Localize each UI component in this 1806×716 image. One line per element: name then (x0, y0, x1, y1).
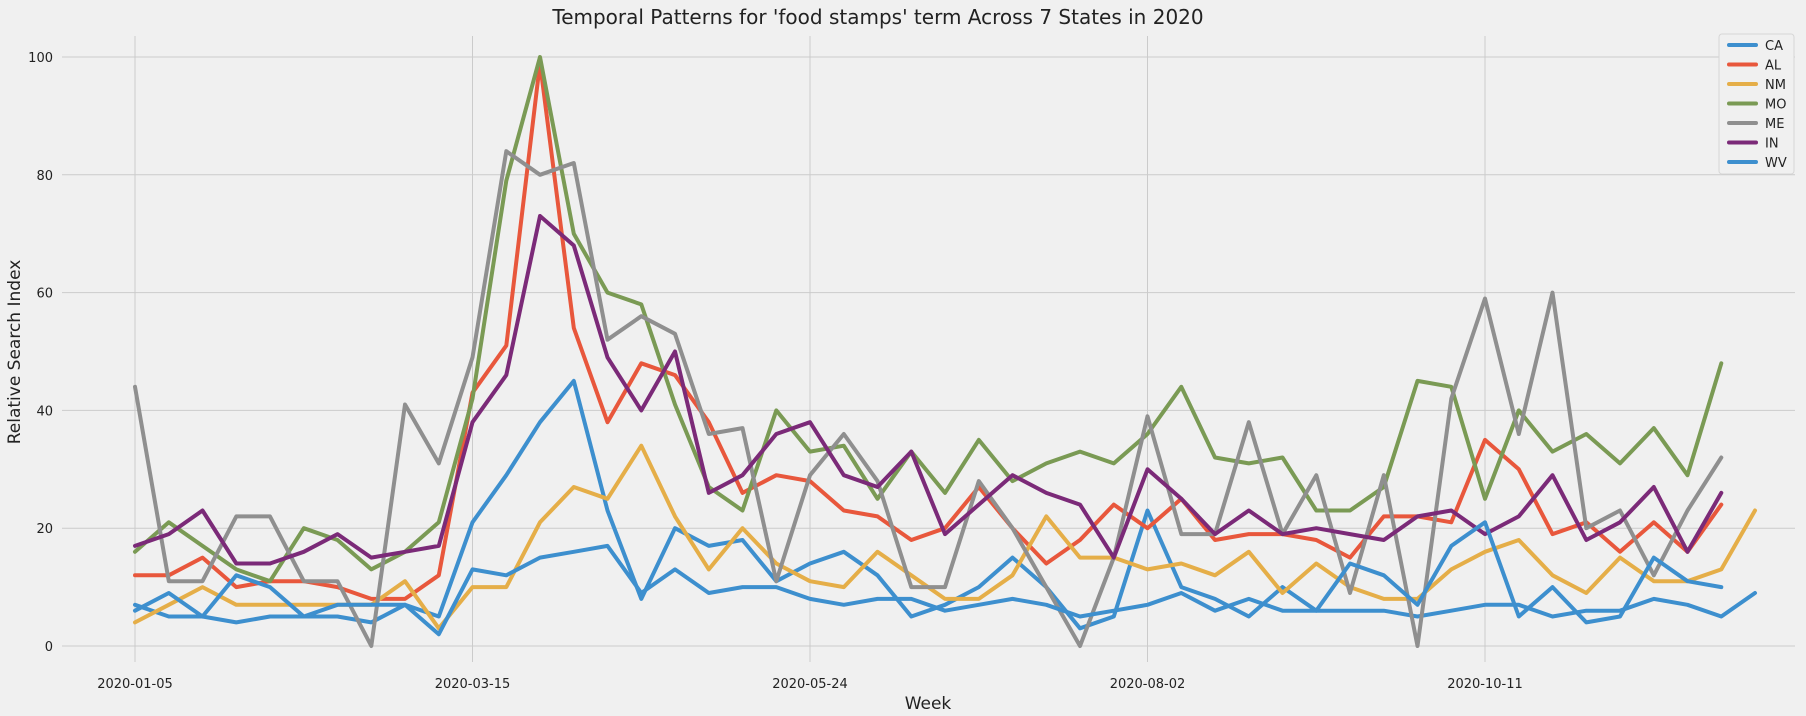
chart-title: Temporal Patterns for 'food stamps' term… (551, 5, 1203, 29)
legend: CA AL NM MO ME IN WV (1718, 33, 1795, 175)
legend-label-mo: MO (1765, 98, 1786, 113)
legend-label-nm: NM (1765, 78, 1786, 93)
y-tick-label: 40 (36, 404, 53, 419)
x-tick-label: 2020-10-11 (1447, 677, 1523, 692)
y-tick-label: 60 (36, 287, 53, 302)
legend-label-al: AL (1765, 59, 1782, 74)
legend-label-wv: WV (1765, 156, 1787, 171)
y-tick-label: 20 (36, 522, 53, 537)
series-layer (133, 55, 1757, 648)
x-axis-title: Week (905, 694, 952, 714)
tick-layer: 0 20 40 60 80 100 2020-01-05 2020-03-15 2020-05-… (28, 51, 1523, 692)
x-tick-label: 2020-01-05 (97, 677, 173, 692)
series-line-al (133, 60, 1724, 601)
series-line-in (133, 214, 1724, 566)
y-tick-label: 0 (45, 640, 53, 655)
x-tick-label: 2020-03-15 (435, 677, 511, 692)
x-tick-label: 2020-05-24 (772, 677, 848, 692)
series-line-me (133, 149, 1724, 648)
y-axis-title: Relative Search Index (5, 260, 25, 445)
series-line-mo (133, 55, 1724, 584)
series-line-wv (133, 520, 1724, 637)
legend-label-me: ME (1765, 117, 1784, 132)
series-line-nm (133, 443, 1757, 631)
x-tick-label: 2020-08-02 (1110, 677, 1186, 692)
grid-layer (62, 36, 1795, 662)
y-tick-label: 100 (28, 51, 53, 66)
legend-label-ca: CA (1765, 39, 1783, 54)
legend-label-in: IN (1765, 137, 1779, 152)
y-tick-label: 80 (36, 169, 53, 184)
